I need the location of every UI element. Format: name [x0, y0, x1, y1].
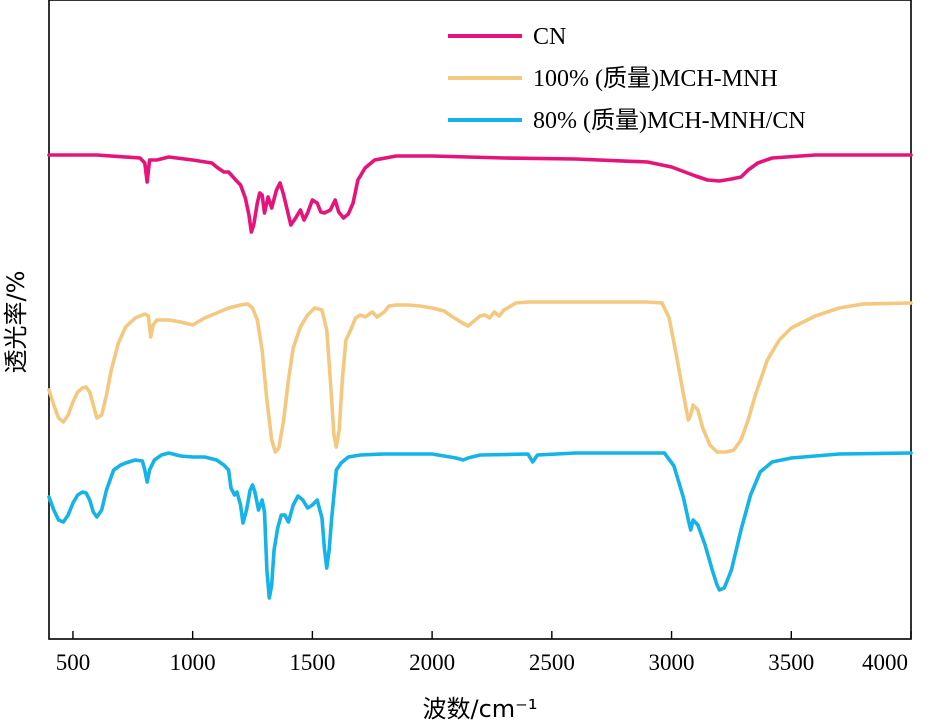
plot-frame: [48, 0, 912, 640]
x-tick-label: 500: [56, 650, 91, 675]
series-line-2: [47, 451, 913, 600]
legend-label-2: 80% (质量)MCH-MNH/CN: [533, 107, 806, 134]
y-axis-title: 透光率/%: [2, 271, 30, 374]
series-line-1: [47, 300, 913, 454]
series-line-0: [47, 153, 913, 234]
x-axis-title: 波数/cm⁻¹: [423, 695, 538, 723]
legend-label-1: 100% (质量)MCH-MNH: [533, 65, 778, 92]
x-tick-label: 4000: [862, 650, 908, 675]
legend: CN 100% (质量)MCH-MNH 80% (质量)MCH-MNH/CN: [448, 24, 806, 134]
x-tick-label: 1000: [170, 650, 216, 675]
x-tick-label: 1500: [289, 650, 335, 675]
x-tick-label: 2500: [529, 650, 575, 675]
x-tick-label: 2000: [409, 650, 455, 675]
series-curves: [47, 153, 913, 600]
x-axis: 500 1000 1500 2000 2500 3000 3500 4000: [56, 631, 912, 675]
x-tick-label: 3500: [768, 650, 814, 675]
legend-label-0: CN: [533, 24, 566, 50]
x-tick-label: 3000: [649, 650, 695, 675]
